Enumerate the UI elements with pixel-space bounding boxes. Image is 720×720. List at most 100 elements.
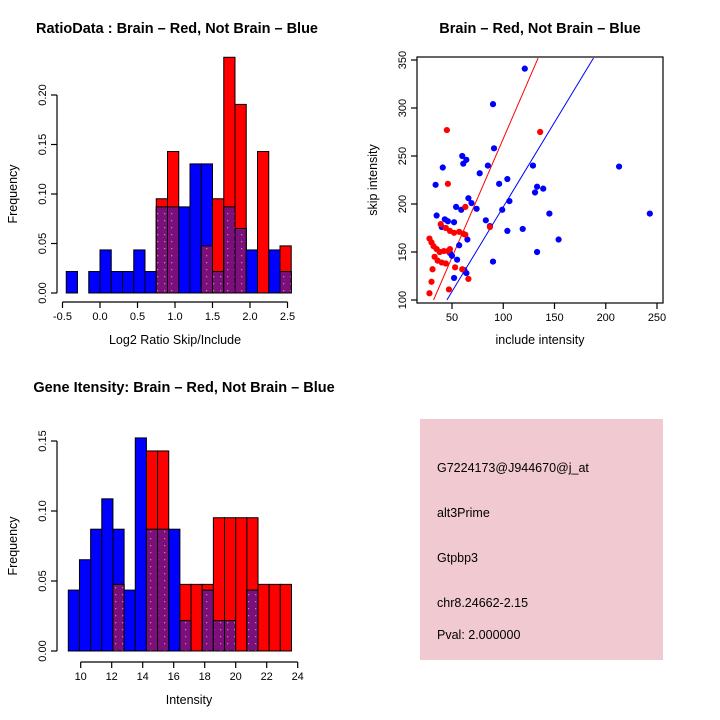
hist-bar-blue xyxy=(168,528,181,652)
scatter-point xyxy=(504,227,511,234)
y-tick-label: 300 xyxy=(397,99,409,117)
scatter-point xyxy=(546,210,553,217)
hist-bar-blue xyxy=(245,249,258,294)
scatter-point xyxy=(489,258,497,265)
scatter-point xyxy=(453,203,460,210)
hist-bar-blue xyxy=(90,528,103,652)
hist-bar-overlap xyxy=(234,227,247,294)
scatter-point xyxy=(462,231,469,238)
hist-bar-overlap xyxy=(145,528,159,652)
scatter-point xyxy=(446,246,454,253)
y-tick-label: 100 xyxy=(397,291,409,309)
scatter-point xyxy=(482,217,489,224)
hist-bar-blue xyxy=(268,249,281,294)
hist-bar-red xyxy=(235,517,248,652)
hist-bar-blue xyxy=(65,271,78,294)
hist-bar-overlap xyxy=(212,620,226,652)
scatter-point xyxy=(504,175,511,183)
points xyxy=(426,65,653,297)
scatter-panel: Brain – Red, Not Brain – Blue include in… xyxy=(360,0,720,360)
x-tick-label: 0.0 xyxy=(92,311,107,323)
info-line-splice-type: alt3Prime xyxy=(437,506,490,520)
x-tick-label: -0.5 xyxy=(53,311,72,323)
y-tick-label: 0.15 xyxy=(37,134,49,155)
hist-bar-blue xyxy=(189,163,202,294)
y-tick-label: 0.05 xyxy=(37,233,49,254)
scatter-point xyxy=(531,189,539,196)
scatter-point xyxy=(490,145,498,152)
scatter-point xyxy=(486,223,494,231)
x-tick-label: 250 xyxy=(648,312,666,324)
scatter-point xyxy=(450,219,458,226)
hist-bar-overlap xyxy=(179,620,192,652)
axes: 50 100 150 200 250 100 150 200 250 300 350 xyxy=(397,51,666,324)
scatter-point xyxy=(450,274,458,282)
info-line-probe-id: G7224173@J944670@j_at xyxy=(437,461,589,475)
scatter-point xyxy=(465,275,472,282)
scatter-point xyxy=(533,248,541,256)
ratio-histogram-ylabel: Frequency xyxy=(6,164,20,224)
scatter-point xyxy=(444,180,451,187)
hist-bar-blue xyxy=(110,271,123,294)
x-tick-label: 12 xyxy=(106,671,118,683)
hist-bar-red xyxy=(190,583,203,652)
scatter-point xyxy=(426,290,433,297)
ratio-histogram-xlabel: Log2 Ratio Skip/Include xyxy=(109,333,241,347)
hist-bar-blue xyxy=(101,498,114,652)
y-tick-label: 0.15 xyxy=(37,430,49,451)
hist-bar-overlap xyxy=(200,245,213,294)
scatter-point xyxy=(529,162,537,169)
bars xyxy=(65,56,292,294)
scatter-point xyxy=(537,128,544,136)
scatter-point xyxy=(462,203,469,210)
y-tick-label: 0.00 xyxy=(37,282,49,303)
x-tick-label: 1.0 xyxy=(167,311,182,323)
hist-bar-overlap xyxy=(112,583,125,652)
gene-histogram-plot: 10 12 14 16 18 20 22 24 0.00 0.05 0.10 0.15 xyxy=(37,430,304,683)
scatter-point xyxy=(521,65,528,72)
scatter-point xyxy=(456,242,463,249)
hist-bar-overlap xyxy=(246,589,259,652)
y-tick-label: 0.05 xyxy=(37,570,49,591)
x-tick-label: 50 xyxy=(446,312,458,324)
info-background xyxy=(420,419,663,660)
hist-bar-blue xyxy=(67,589,80,652)
scatter-point xyxy=(433,212,440,219)
scatter-point xyxy=(465,195,472,202)
hist-bar-overlap xyxy=(279,271,292,294)
info-line-pval: Pval: 2.000000 xyxy=(437,628,520,642)
scatter-xlabel: include intensity xyxy=(496,333,586,347)
hist-bar-blue xyxy=(99,249,112,294)
hist-bar-red xyxy=(257,583,270,652)
scatter-point xyxy=(429,266,436,273)
scatter-point xyxy=(442,260,449,267)
plot-box xyxy=(416,56,664,304)
axes: -0.5 0.0 0.5 1.0 1.5 2.0 2.5 0.00 0.05 0.10 0.15 0.… xyxy=(37,84,295,323)
scatter-point xyxy=(496,180,503,187)
x-tick-label: 100 xyxy=(494,312,512,324)
hist-bar-overlap xyxy=(201,589,214,652)
y-tick-label: 0.10 xyxy=(37,183,49,204)
scatter-point xyxy=(454,256,461,263)
info-line-gene-symbol: Gtpbp3 xyxy=(437,551,478,565)
ratio-histogram-panel: RatioData : Brain – Red, Not Brain – Blu… xyxy=(0,0,360,360)
scatter-point xyxy=(448,252,456,259)
x-tick-label: 2.5 xyxy=(280,311,295,323)
hist-bar-red xyxy=(257,151,270,294)
gene-histogram-panel: Gene Itensity: Brain – Red, Not Brain – … xyxy=(0,360,360,720)
y-tick-label: 0.20 xyxy=(37,84,49,105)
scatter-point xyxy=(459,152,466,160)
info-panel: G7224173@J944670@j_at alt3Prime Gtpbp3 chr8… xyxy=(360,360,720,720)
hist-bar-blue xyxy=(78,559,92,652)
x-tick-label: 2.0 xyxy=(242,311,257,323)
hist-bar-blue xyxy=(134,437,147,652)
brain-fit-line xyxy=(433,57,539,301)
x-tick-label: 200 xyxy=(597,312,615,324)
scatter-plot: 50 100 150 200 250 100 150 200 250 300 350 xyxy=(397,51,666,324)
scatter-point xyxy=(540,185,547,192)
info-line-locus: chr8.24662-2.15 xyxy=(437,596,528,610)
bars xyxy=(67,437,292,652)
scatter-point xyxy=(533,183,541,190)
scatter-point xyxy=(464,236,471,243)
